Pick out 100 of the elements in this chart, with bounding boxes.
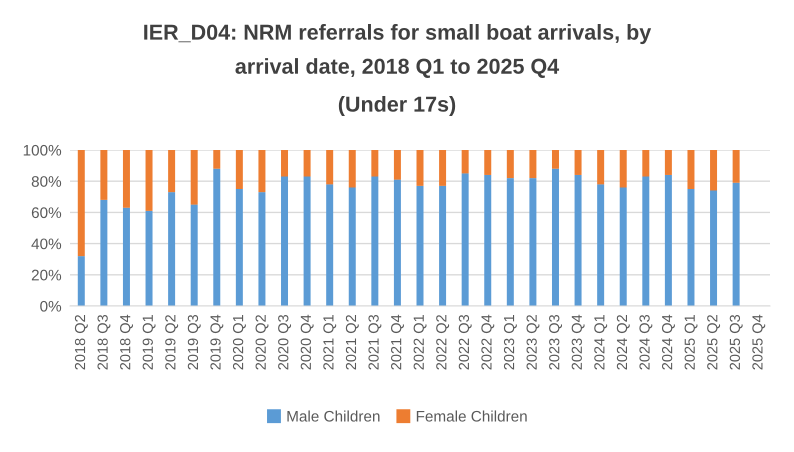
- x-tick-label: 2024 Q4: [662, 314, 675, 370]
- chart-subtitle: (Under 17s): [338, 96, 456, 116]
- x-tick-label: 2021 Q2: [346, 315, 359, 370]
- bar: [552, 168, 559, 306]
- bar: [529, 178, 536, 306]
- bar: [213, 150, 220, 169]
- bar: [664, 174, 672, 306]
- x-tick-label: 2024 Q2: [616, 315, 630, 370]
- bar: [642, 176, 650, 306]
- bar: [371, 176, 378, 306]
- bar: [326, 150, 334, 184]
- bar: [597, 184, 604, 306]
- bar: [304, 150, 311, 177]
- bar: [281, 176, 288, 306]
- bar: [146, 210, 153, 306]
- bar: [122, 208, 130, 306]
- x-tick-label: 2023 Q3: [549, 314, 562, 370]
- bar: [213, 168, 220, 306]
- bar: [664, 150, 672, 175]
- x-tick-label: 2019 Q4: [210, 314, 224, 370]
- bar: [620, 187, 627, 306]
- legend-label: Male Children: [287, 410, 380, 422]
- bar: [78, 256, 85, 306]
- bar: [552, 150, 559, 169]
- bar: [732, 182, 740, 306]
- y-tick-label: 0%: [40, 300, 62, 312]
- bar: [687, 150, 694, 189]
- legend-label: Female Children: [416, 410, 527, 422]
- x-tick-label: 2025 Q1: [684, 315, 698, 370]
- x-tick-label: 2022 Q1: [414, 315, 427, 370]
- x-tick-label: 2024 Q3: [639, 314, 652, 370]
- bar: [574, 174, 582, 306]
- x-tick-label: 2025 Q3: [730, 314, 743, 370]
- bar: [484, 174, 492, 306]
- y-tick-label: 80%: [32, 176, 62, 187]
- bar: [394, 150, 401, 180]
- bar: [732, 150, 740, 183]
- bar: [462, 173, 469, 306]
- bar: [439, 186, 446, 306]
- x-tick-label: 2021 Q1: [323, 315, 336, 370]
- bar: [462, 150, 469, 174]
- bar: [394, 180, 401, 306]
- x-tick-label: 2020 Q1: [232, 315, 246, 370]
- y-tick-label: 20%: [32, 270, 62, 280]
- x-tick-label: 2018 Q4: [120, 314, 133, 370]
- bar: [281, 150, 288, 177]
- x-tick-label: 2025 Q2: [707, 315, 720, 370]
- bar: [416, 150, 424, 186]
- x-tick-label: 2018 Q2: [74, 315, 88, 370]
- bar: [236, 189, 243, 306]
- x-tick-label: 2018 Q3: [97, 314, 110, 370]
- bar: [78, 150, 85, 256]
- bar: [506, 178, 514, 306]
- x-tick-label: 2023 Q2: [526, 315, 540, 370]
- x-tick-label: 2022 Q3: [458, 314, 472, 370]
- y-tick-label: 100%: [24, 144, 62, 156]
- chart-title: IER_D04: NRM referrals for small boat arrivals, by arrival date, 2018 Q1 to 2025 Q4: [144, 24, 652, 78]
- x-tick-label: 2020 Q2: [256, 315, 268, 370]
- x-tick-label: 2022 Q4: [481, 314, 494, 370]
- x-tick-label: 2021 Q3: [368, 314, 382, 370]
- bar: [529, 150, 536, 178]
- bar: [236, 150, 243, 189]
- bar: [620, 150, 627, 188]
- bar: [597, 150, 604, 184]
- bar: [710, 150, 718, 191]
- bar: [348, 150, 356, 188]
- bar: [146, 150, 153, 211]
- bar: [304, 176, 311, 306]
- x-tick-label: 2019 Q2: [165, 315, 178, 370]
- bar: [100, 150, 108, 200]
- x-tick-label: 2019 Q3: [188, 314, 201, 370]
- bar: [416, 186, 424, 306]
- x-tick-label: 2024 Q1: [594, 315, 608, 370]
- bar: [190, 204, 198, 306]
- bar: [484, 150, 492, 175]
- bar: [642, 150, 650, 177]
- bar: [371, 150, 378, 177]
- x-tick-label: 2020 Q3: [278, 314, 292, 370]
- x-tick-label: 2025 Q4: [752, 314, 766, 370]
- y-tick-label: 40%: [31, 238, 62, 250]
- x-tick-label: 2023 Q4: [572, 314, 585, 370]
- bar: [258, 150, 266, 192]
- bar: [168, 192, 176, 306]
- x-tick-label: 2019 Q1: [142, 315, 156, 370]
- bar: [687, 189, 694, 306]
- bar: [258, 192, 266, 306]
- bar: [326, 184, 334, 306]
- x-tick-label: 2022 Q2: [436, 315, 450, 370]
- bar: [348, 187, 356, 306]
- x-tick-label: 2023 Q1: [504, 315, 517, 370]
- bar: [574, 150, 582, 175]
- bar: [122, 150, 130, 208]
- x-tick-label: 2021 Q4: [391, 314, 404, 370]
- x-tick-label: 2020 Q4: [300, 314, 314, 370]
- bar: [710, 190, 718, 306]
- bar: [190, 150, 198, 205]
- bar: [100, 200, 108, 306]
- y-tick-label: 60%: [32, 207, 62, 218]
- bar: [439, 150, 446, 186]
- bar: [168, 150, 176, 192]
